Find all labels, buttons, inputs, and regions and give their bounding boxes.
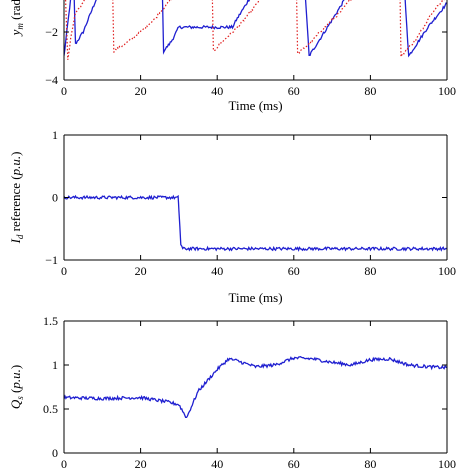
y-axis-label-part: p.u. (8, 369, 23, 390)
y-tick-label: 1 (52, 358, 58, 372)
y-axis-label-part: I (8, 238, 23, 244)
y-tick-label: 1 (52, 128, 58, 142)
plot-area (64, 356, 447, 419)
x-tick-label: 40 (211, 264, 223, 278)
y-axis-label-part: Q (8, 399, 23, 409)
y-axis-label-part: y (8, 29, 23, 37)
y-axis-label-part: d (15, 234, 25, 239)
y-tick-label: −4 (45, 73, 58, 87)
x-tick-label: 60 (288, 264, 300, 278)
y-axis-label-part: p.u. (8, 156, 23, 177)
x-axis-label: Time (ms) (228, 98, 282, 113)
x-tick-label: 80 (364, 457, 376, 471)
y-axis-label: Id reference (p.u.) (8, 152, 25, 245)
x-tick-label: 0 (61, 457, 67, 471)
x-tick-label: 100 (438, 457, 456, 471)
chart-panel-3: 0 20 40 60 80 100 0 0.5 1 1.5 Qs (p.u.) (8, 314, 456, 471)
y-tick-label: −1 (45, 253, 58, 267)
series-line-1 (64, 194, 447, 252)
y-axis-label-part: ) (8, 152, 23, 156)
y-tick-label: −2 (45, 25, 58, 39)
y-axis-label-part: ( (8, 389, 23, 397)
y-tick-label: 1.5 (43, 314, 58, 328)
x-tick-label: 20 (135, 264, 147, 278)
x-tick-label: 0 (61, 264, 67, 278)
x-axis-label: Time (ms) (228, 290, 282, 305)
y-axis-label-part: ) (8, 365, 23, 369)
x-tick-label: 20 (135, 84, 147, 98)
y-tick-label: 0 (52, 191, 58, 205)
x-tick-label: 40 (211, 457, 223, 471)
x-tick-label: 60 (288, 84, 300, 98)
x-tick-label: 60 (288, 457, 300, 471)
x-tick-label: 80 (364, 84, 376, 98)
y-axis-label: ym (rad) (8, 0, 25, 37)
y-axis-label-part: reference ( (8, 175, 23, 234)
series-line-1 (64, 0, 447, 58)
x-tick-label: 20 (135, 457, 147, 471)
plot-area (64, 194, 447, 252)
y-axis-label: Qs (p.u.) (8, 365, 25, 409)
x-tick-label: 40 (211, 84, 223, 98)
y-tick-label: 0.5 (43, 402, 58, 416)
y-axis-label-part: (rad) (8, 0, 23, 23)
plot-area (64, 0, 447, 60)
y-axis-label-part: s (15, 396, 25, 400)
series-line-1 (64, 356, 447, 419)
x-tick-label: 100 (438, 84, 456, 98)
x-tick-label: 80 (364, 264, 376, 278)
y-axis-label-part: m (15, 23, 25, 30)
x-tick-label: 100 (438, 264, 456, 278)
y-tick-label: 0 (52, 446, 58, 460)
x-tick-label: 0 (61, 84, 67, 98)
series-line-2 (64, 0, 445, 60)
chart-panel-1: 0 20 40 60 80 100 −4 −2 Time (ms) ym (rad) (8, 0, 456, 113)
